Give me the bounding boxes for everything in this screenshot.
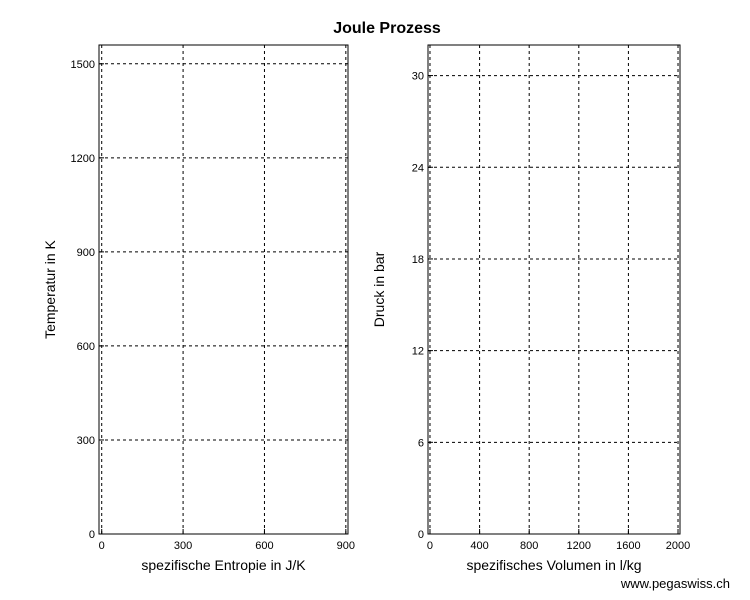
y-axis-label: Temperatur in K (42, 239, 58, 338)
x-tick-label: 800 (520, 540, 538, 552)
y-tick-label: 900 (77, 247, 95, 259)
plot-area (428, 45, 680, 534)
y-tick-label: 300 (77, 435, 95, 447)
plot-area (99, 45, 348, 534)
x-tick-label: 1600 (616, 540, 640, 552)
figure-title: Joule Prozess (333, 20, 441, 37)
x-axis-label: spezifische Entropie in J/K (141, 557, 306, 573)
y-tick-label: 0 (89, 529, 95, 541)
y-tick-label: 12 (412, 346, 424, 358)
x-tick-label: 900 (337, 540, 355, 552)
x-axis-label: spezifisches Volumen in l/kg (466, 557, 641, 573)
axes-frame (98, 44, 349, 535)
y-tick-label: 30 (412, 71, 424, 83)
x-tick-label: 400 (470, 540, 488, 552)
x-tick-label: 1200 (567, 540, 591, 552)
x-tick-label: 2000 (666, 540, 690, 552)
y-axis-label: Druck in bar (371, 251, 387, 327)
axes-frame (427, 44, 681, 535)
y-tick-label: 6 (418, 437, 424, 449)
y-tick-label: 1500 (71, 59, 95, 71)
footer: www.pegaswiss.ch (620, 576, 730, 591)
y-tick-label: 24 (412, 162, 424, 174)
y-tick-label: 600 (77, 341, 95, 353)
x-tick-label: 300 (174, 540, 192, 552)
y-tick-label: 18 (412, 254, 424, 266)
x-tick-label: 600 (255, 540, 273, 552)
x-tick-label: 0 (99, 540, 105, 552)
y-tick-label: 1200 (71, 153, 95, 165)
y-tick-label: 0 (418, 529, 424, 541)
x-tick-label: 0 (427, 540, 433, 552)
